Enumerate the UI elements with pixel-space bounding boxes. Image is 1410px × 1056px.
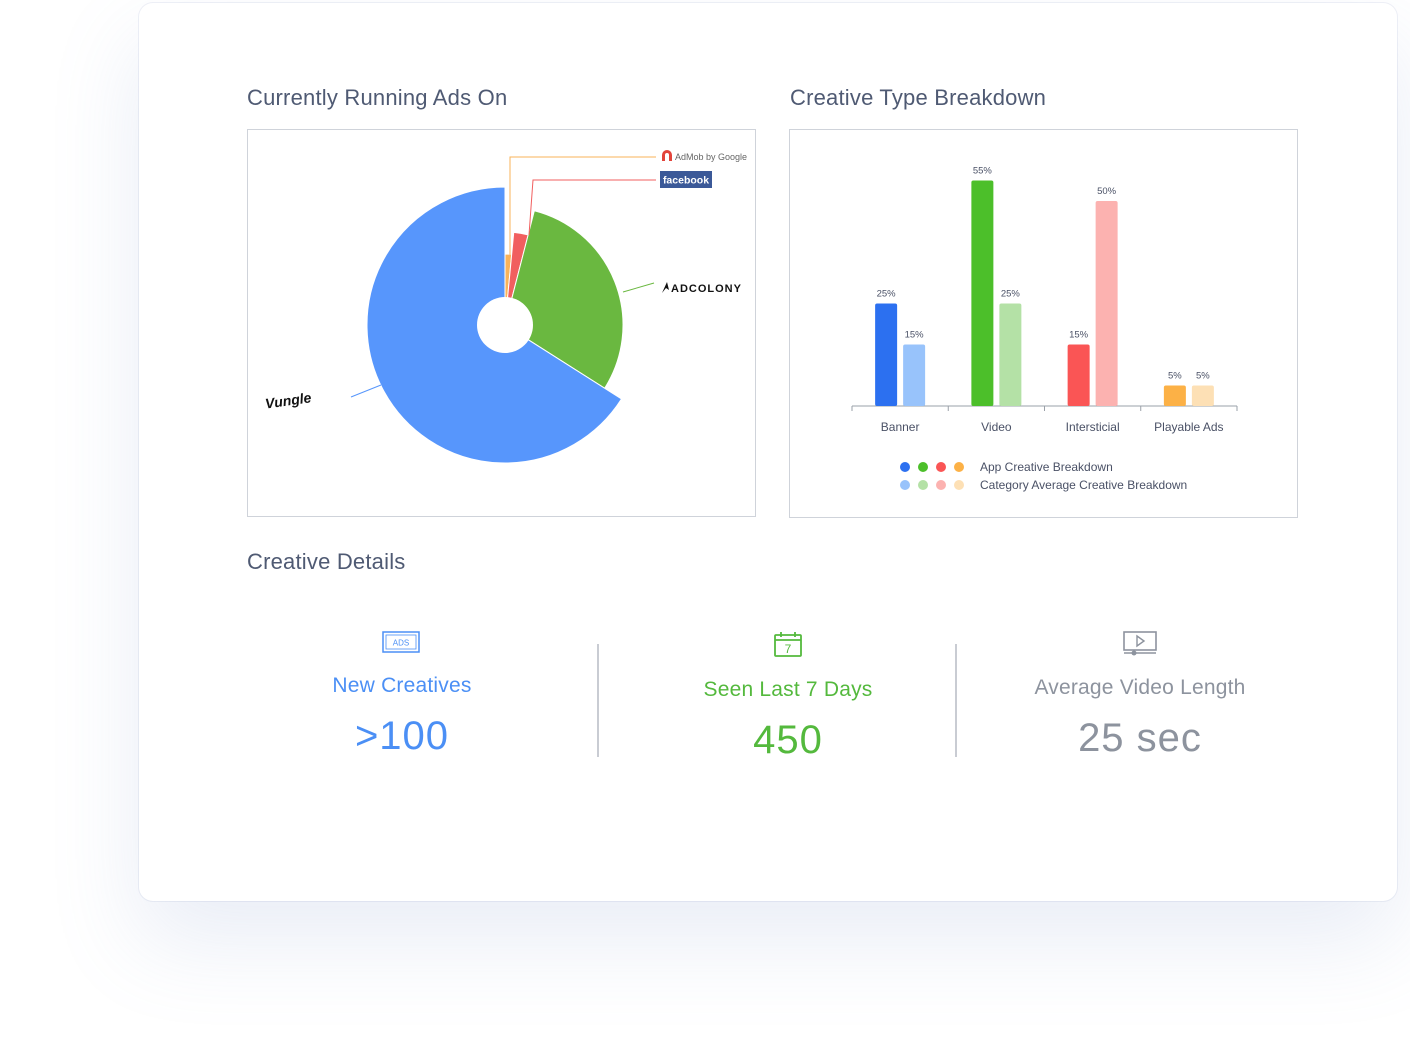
seen-last-7-days-label: Seen Last 7 Days (703, 678, 873, 701)
average-video-length-value: 25 sec (1078, 716, 1202, 760)
legend-swatch (900, 480, 910, 490)
bar-data-label: 5% (1196, 371, 1210, 382)
pie-center-hole (477, 297, 533, 353)
adcolony-bird-icon (662, 282, 669, 293)
bar-data-label: 55% (973, 166, 993, 177)
admob-leader-line (509, 156, 656, 255)
running-ads-panel: AdMob by Google facebook ADCOLONY Vungle (247, 129, 756, 517)
average-video-length-label: Average Video Length (1034, 676, 1246, 699)
bar-data-label: 15% (1069, 330, 1089, 341)
legend-entry: App Creative Breakdown (980, 460, 1113, 474)
admob-icon (662, 150, 672, 161)
pie-slice-adcolony[interactable] (504, 210, 624, 389)
bar[interactable] (903, 344, 926, 407)
bar[interactable] (1095, 201, 1118, 406)
creative-breakdown-title: Creative Type Breakdown (790, 85, 1047, 110)
bar[interactable] (1191, 385, 1214, 407)
legend-swatch (954, 480, 964, 490)
bar-data-label: 25% (877, 289, 897, 300)
stat-divider (955, 644, 957, 757)
x-tick-label: Intersticial (1066, 420, 1120, 434)
video-player-icon (1123, 631, 1157, 656)
facebook-logo-box (660, 171, 712, 188)
calendar-icon: 7 (774, 632, 802, 657)
vungle-logo: Vungle (264, 389, 312, 411)
stat-average-video-length: Average Video Length 25 sec (975, 630, 1305, 761)
creative-details-title: Creative Details (247, 549, 406, 574)
running-ads-pie-chart: AdMob by Google facebook ADCOLONY Vungle (264, 150, 747, 464)
bar[interactable] (1163, 385, 1186, 407)
bar-data-label: 5% (1168, 371, 1182, 382)
ads-icon: ADS (382, 631, 420, 653)
bar[interactable] (875, 303, 898, 407)
bar-data-label: 50% (1097, 186, 1117, 197)
calendar-icon-text: 7 (785, 642, 792, 656)
x-tick-label: Playable Ads (1154, 420, 1223, 434)
new-creatives-value: >100 (354, 714, 450, 758)
admob-logo: AdMob by Google (662, 150, 747, 162)
adcolony-label: ADCOLONY (671, 283, 742, 295)
seen-last-7-days-value: 450 (753, 718, 823, 762)
facebook-leader-line (528, 179, 656, 236)
creative-breakdown-panel: Banner Video Intersticial Playable Ads 25% 1… (789, 129, 1298, 518)
legend-swatch (900, 462, 910, 472)
adcolony-leader-line (622, 282, 655, 293)
creative-breakdown-bar-chart: Banner Video Intersticial Playable Ads 25% 1… (851, 166, 1238, 492)
ads-icon-text: ADS (393, 639, 409, 648)
legend-swatch (918, 480, 928, 490)
facebook-logo: facebook (660, 171, 712, 188)
legend-swatch (918, 462, 928, 472)
bar[interactable] (1067, 344, 1090, 407)
bar[interactable] (999, 303, 1022, 407)
adcolony-logo: ADCOLONY (662, 282, 742, 295)
stat-divider (597, 644, 599, 757)
new-creatives-label: New Creatives (332, 674, 472, 697)
facebook-label: facebook (663, 175, 709, 187)
legend-swatch (936, 480, 946, 490)
bar[interactable] (971, 180, 994, 407)
stat-new-creatives: ADS New Creatives >100 (237, 630, 567, 759)
x-tick-label: Banner (881, 420, 920, 434)
vungle-leader-line (350, 384, 382, 398)
bar-data-label: 25% (1001, 289, 1021, 300)
bar-data-label: 15% (905, 330, 925, 341)
legend-swatch (954, 462, 964, 472)
x-tick-label: Video (981, 420, 1012, 434)
legend-entry: Category Average Creative Breakdown (980, 478, 1187, 492)
stat-seen-last-7-days: 7 Seen Last 7 Days 450 (623, 630, 953, 763)
running-ads-title: Currently Running Ads On (247, 85, 508, 110)
admob-label: AdMob by Google (675, 152, 747, 162)
legend-swatch (936, 462, 946, 472)
